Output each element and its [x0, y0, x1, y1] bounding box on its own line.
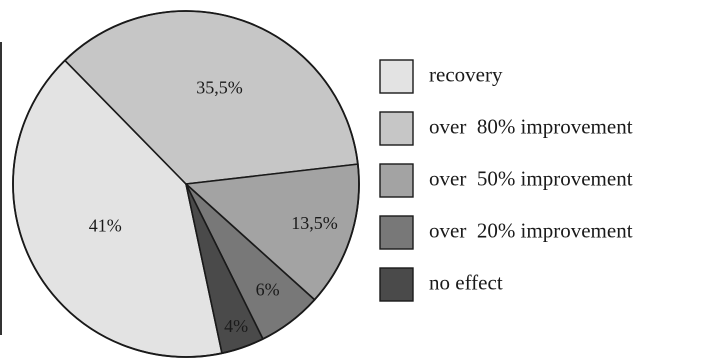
legend-swatch-4	[379, 215, 414, 250]
legend-label-1: recovery	[429, 62, 503, 86]
legend-label-3: over 50% improvement	[429, 166, 633, 190]
legend-swatch-1	[379, 59, 414, 94]
pie-slice-labels: 41% 35,5% 13,5% 6% 4%	[89, 78, 338, 336]
legend: recovery over 80% improvement over 50% imp…	[379, 59, 633, 302]
slice-data-label-4: 6%	[256, 280, 280, 300]
legend-swatch-5	[379, 267, 414, 302]
legend-label-4: over 20% improvement	[429, 218, 633, 242]
slice-data-label-1: 41%	[89, 215, 122, 235]
slice-data-label-2: 35,5%	[196, 78, 243, 98]
slice-data-label-3: 13,5%	[291, 213, 338, 233]
legend-swatch-3	[379, 163, 414, 198]
legend-label-5: no effect	[429, 270, 503, 294]
legend-swatch-2	[379, 111, 414, 146]
pie-outline	[12, 10, 360, 358]
slice-data-label-5: 4%	[224, 316, 248, 336]
pie-slices	[12, 10, 360, 358]
legend-label-2: over 80% improvement	[429, 114, 633, 138]
